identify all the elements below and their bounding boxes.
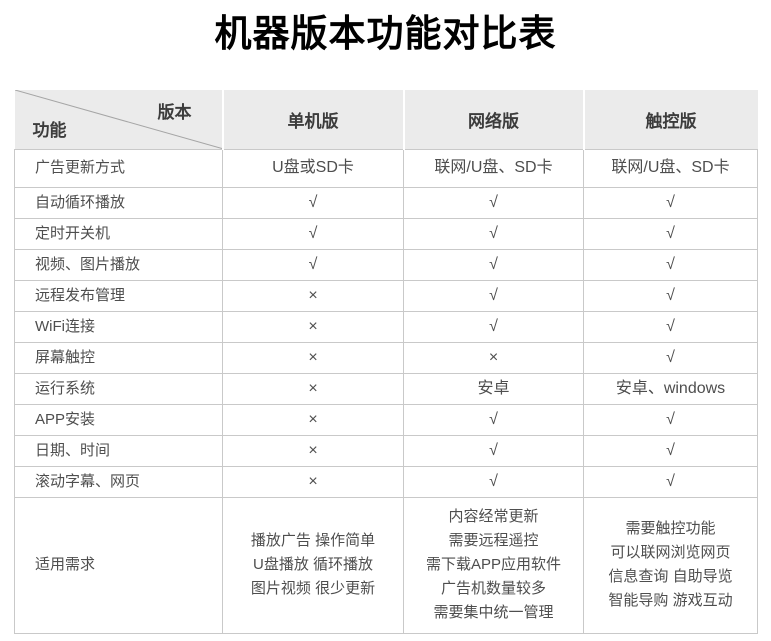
header-feature-label: 功能 bbox=[32, 120, 67, 140]
feature-label: 广告更新方式 bbox=[14, 148, 223, 188]
table-row: 运行系统 × 安卓 安卓、windows bbox=[14, 372, 758, 405]
page: 机器版本功能对比表 版本 功能 单机版 网络版 触控版 bbox=[0, 12, 771, 641]
usage-line: U盘播放 循环播放 bbox=[252, 556, 373, 573]
cell-touch: √ bbox=[583, 186, 758, 219]
cell-network: √ bbox=[403, 434, 584, 467]
comparison-table: 版本 功能 单机版 网络版 触控版 广告更新方式 U盘或SD卡 联网/U盘、SD… bbox=[14, 90, 758, 634]
usage-line: 广告机数量较多 bbox=[440, 580, 546, 597]
table-row: APP安装 × √ √ bbox=[14, 403, 758, 436]
cell-network: √ bbox=[403, 310, 584, 343]
table-row: 定时开关机 √ √ √ bbox=[14, 217, 758, 250]
cell-network: √ bbox=[403, 465, 584, 498]
cell-standalone: × bbox=[222, 372, 404, 405]
feature-label: APP安装 bbox=[14, 403, 223, 436]
cell-touch: 安卓、windows bbox=[583, 372, 758, 405]
cell-network: 安卓 bbox=[403, 372, 584, 405]
cell-touch: √ bbox=[583, 434, 758, 467]
usage-line: 需要集中统一管理 bbox=[433, 604, 554, 621]
feature-label: 定时开关机 bbox=[14, 217, 223, 250]
cell-network: 联网/U盘、SD卡 bbox=[403, 148, 584, 188]
cell-touch: √ bbox=[583, 217, 758, 250]
cell-touch: √ bbox=[583, 248, 758, 281]
cell-touch: √ bbox=[583, 279, 758, 312]
table-row: 远程发布管理 × √ √ bbox=[14, 279, 758, 312]
feature-label: WiFi连接 bbox=[14, 310, 223, 343]
cell-standalone: U盘或SD卡 bbox=[222, 148, 404, 188]
usage-line: 需要触控功能 bbox=[625, 520, 716, 537]
cell-touch: 联网/U盘、SD卡 bbox=[583, 148, 758, 188]
cell-network: √ bbox=[403, 186, 584, 219]
usage-row: 适用需求 播放广告 操作简单 U盘播放 循环播放 图片视频 很少更新 内容经常更… bbox=[14, 496, 758, 634]
usage-line: 图片视频 很少更新 bbox=[250, 580, 376, 597]
cell-network: √ bbox=[403, 403, 584, 436]
usage-line: 需下载APP应用软件 bbox=[425, 556, 561, 573]
cell-standalone: × bbox=[222, 341, 404, 374]
table-row: 屏幕触控 × × √ bbox=[14, 341, 758, 374]
cell-standalone: × bbox=[222, 434, 404, 467]
usage-line: 可以联网浏览网页 bbox=[610, 544, 731, 561]
cell-standalone: × bbox=[222, 403, 404, 436]
cell-standalone: √ bbox=[222, 186, 404, 219]
cell-standalone: × bbox=[222, 279, 404, 312]
table-row: 视频、图片播放 √ √ √ bbox=[14, 248, 758, 281]
diagonal-divider-line bbox=[14, 90, 222, 149]
header-row: 版本 功能 单机版 网络版 触控版 bbox=[14, 90, 758, 149]
table-row: WiFi连接 × √ √ bbox=[14, 310, 758, 343]
cell-standalone: × bbox=[222, 465, 404, 498]
usage-line: 需要远程遥控 bbox=[448, 532, 539, 549]
column-header-network: 网络版 bbox=[402, 90, 584, 149]
page-title: 机器版本功能对比表 bbox=[214, 13, 557, 54]
header-corner-cell: 版本 功能 bbox=[14, 90, 223, 149]
column-header-touch: 触控版 bbox=[582, 90, 758, 149]
feature-label: 运行系统 bbox=[14, 372, 223, 405]
column-header-standalone: 单机版 bbox=[221, 90, 404, 149]
table-row: 广告更新方式 U盘或SD卡 联网/U盘、SD卡 联网/U盘、SD卡 bbox=[14, 148, 758, 188]
cell-network: √ bbox=[403, 217, 584, 250]
feature-label: 远程发布管理 bbox=[14, 279, 223, 312]
cell-touch: √ bbox=[583, 310, 758, 343]
cell-standalone: √ bbox=[222, 248, 404, 281]
cell-standalone: √ bbox=[222, 217, 404, 250]
feature-label: 屏幕触控 bbox=[14, 341, 223, 374]
usage-cell-network: 内容经常更新 需要远程遥控 需下载APP应用软件 广告机数量较多 需要集中统一管… bbox=[403, 496, 584, 634]
cell-touch: √ bbox=[583, 341, 758, 374]
table-row: 日期、时间 × √ √ bbox=[14, 434, 758, 467]
usage-line: 播放广告 操作简单 bbox=[250, 532, 376, 549]
feature-label: 滚动字幕、网页 bbox=[14, 465, 223, 498]
table-row: 自动循环播放 √ √ √ bbox=[14, 186, 758, 219]
cell-network: √ bbox=[403, 248, 584, 281]
feature-label: 自动循环播放 bbox=[14, 186, 223, 219]
usage-line: 信息查询 自助导览 bbox=[608, 568, 733, 585]
cell-standalone: × bbox=[222, 310, 404, 343]
cell-touch: √ bbox=[583, 465, 758, 498]
usage-line: 内容经常更新 bbox=[448, 508, 539, 525]
feature-label: 适用需求 bbox=[14, 496, 223, 634]
cell-network: √ bbox=[403, 279, 584, 312]
feature-label: 视频、图片播放 bbox=[14, 248, 223, 281]
cell-network: × bbox=[403, 341, 584, 374]
usage-cell-standalone: 播放广告 操作简单 U盘播放 循环播放 图片视频 很少更新 bbox=[222, 496, 404, 634]
table-row: 滚动字幕、网页 × √ √ bbox=[14, 465, 758, 498]
cell-touch: √ bbox=[583, 403, 758, 436]
usage-line: 智能导购 游戏互动 bbox=[608, 592, 733, 609]
feature-label: 日期、时间 bbox=[14, 434, 223, 467]
header-version-label: 版本 bbox=[157, 103, 192, 122]
usage-cell-touch: 需要触控功能 可以联网浏览网页 信息查询 自助导览 智能导购 游戏互动 bbox=[583, 496, 758, 634]
